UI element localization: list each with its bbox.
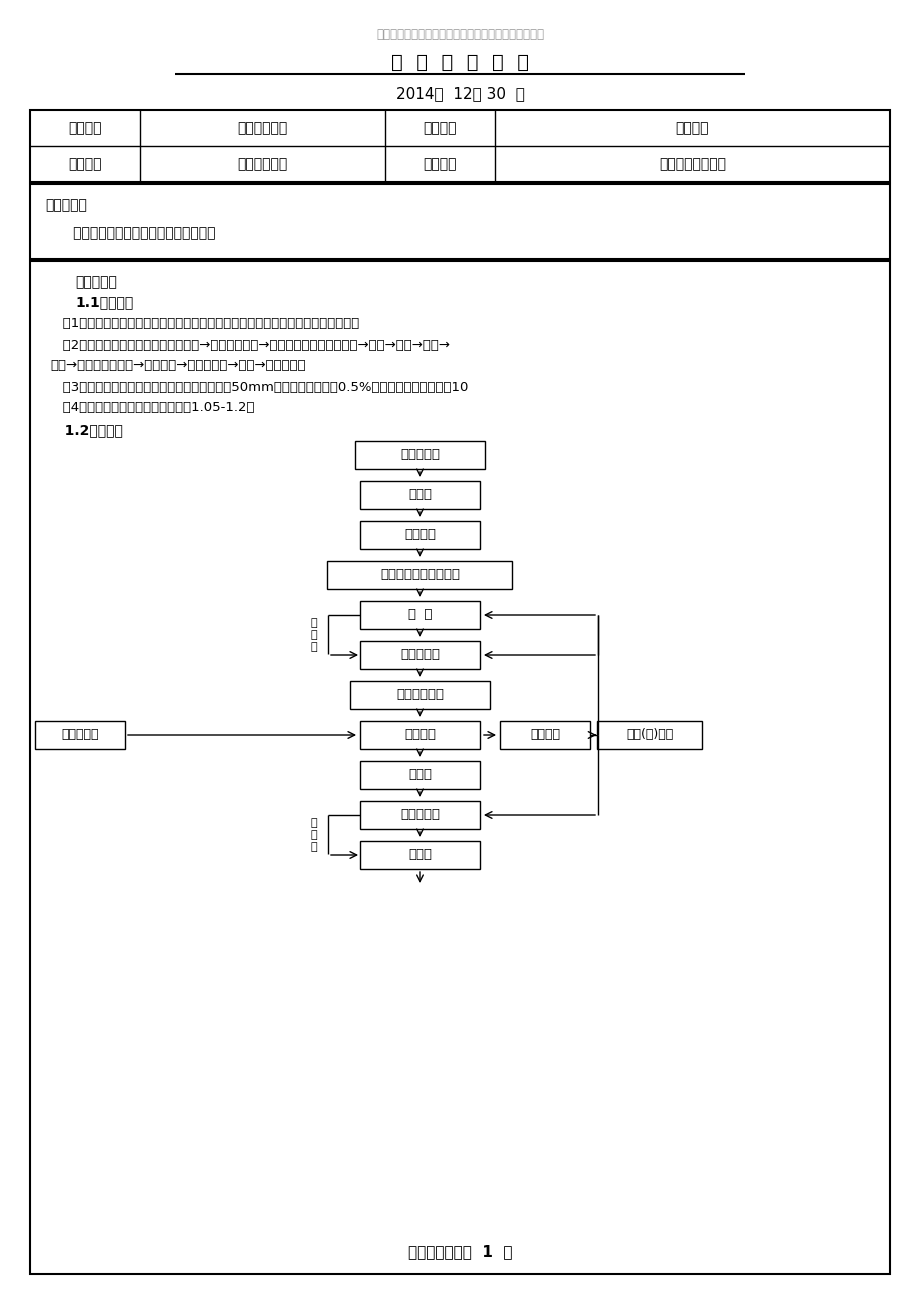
- Bar: [35, 721, 125, 749]
- Text: 1.1施工要求: 1.1施工要求: [75, 296, 133, 309]
- Bar: [359, 480, 480, 509]
- Text: 华仁建设: 华仁建设: [675, 121, 709, 135]
- Bar: [596, 721, 702, 749]
- Text: 下钢筋笼: 下钢筋笼: [403, 729, 436, 742]
- Bar: [359, 521, 480, 549]
- Text: 测沉渣: 测沉渣: [407, 849, 432, 862]
- Text: 成  孔: 成 孔: [407, 608, 432, 621]
- Text: 钢筋混凝土灌注桩施工工艺及施工方法: 钢筋混凝土灌注桩施工工艺及施工方法: [60, 227, 215, 240]
- Text: （2）钻孔灌注桩工艺流程：埋设护筒→注入护壁泥浆→桩机就位（钢筋笼制作）→钻孔→排渣→清孔→: （2）钻孔灌注桩工艺流程：埋设护筒→注入护壁泥浆→桩机就位（钢筋笼制作）→钻孔→…: [50, 339, 449, 352]
- Bar: [30, 109, 889, 182]
- Bar: [359, 641, 480, 669]
- Text: 基础桩基工程: 基础桩基工程: [237, 158, 288, 171]
- Text: 钢筋笼制作: 钢筋笼制作: [62, 729, 98, 742]
- Bar: [359, 801, 480, 829]
- Text: （1）灌注桩施工前，根据设计要求进一步确定施工设备、施工工艺以及技术要求。: （1）灌注桩施工前，根据设计要求进一步确定施工设备、施工工艺以及技术要求。: [50, 316, 358, 329]
- Text: 【精品文档】第  1  页: 【精品文档】第 1 页: [407, 1245, 512, 1259]
- Text: 2014年  12月 30  日: 2014年 12月 30 日: [395, 86, 524, 102]
- Bar: [359, 602, 480, 629]
- Text: 1.2工艺流程: 1.2工艺流程: [50, 423, 123, 437]
- Text: 不
合
格: 不 合 格: [311, 819, 317, 852]
- Bar: [359, 760, 480, 789]
- Text: 筋笼→下放混凝土导管→二次清孔→浇筑混凝土→成桩→机器移位。: 筋笼→下放混凝土导管→二次清孔→浇筑混凝土→成桩→机器移位。: [50, 359, 305, 372]
- Bar: [355, 441, 484, 469]
- Text: 挖导槽: 挖导槽: [407, 488, 432, 501]
- Text: 施工单位: 施工单位: [423, 121, 456, 135]
- Bar: [349, 681, 490, 710]
- Text: （4）钻孔灌注桩施工时，充盈系数1.05-1.2。: （4）钻孔灌注桩施工时，充盈系数1.05-1.2。: [50, 401, 255, 414]
- Text: 技  术  交  底  记  录: 技 术 交 底 记 录: [391, 52, 528, 72]
- Text: 泥浆循环: 泥浆循环: [529, 729, 560, 742]
- Text: 钻机定位，调整垂直度: 钻机定位，调整垂直度: [380, 569, 460, 582]
- Bar: [30, 184, 889, 259]
- Text: 埋设护筒: 埋设护筒: [403, 529, 436, 542]
- Bar: [499, 721, 589, 749]
- Text: 百特扩建项目: 百特扩建项目: [237, 121, 288, 135]
- Text: （3）钻孔灌注桩施工时应保证桩径偏差不大于50mm，垂直度偏差小于0.5%，桩位允许偏差不大于10: （3）钻孔灌注桩施工时应保证桩径偏差不大于50mm，垂直度偏差小于0.5%，桩位…: [50, 381, 468, 395]
- Text: 不
合
格: 不 合 格: [311, 618, 317, 651]
- Text: 工程名称: 工程名称: [68, 121, 102, 135]
- Text: 交底部位: 交底部位: [68, 158, 102, 171]
- Text: 下导管: 下导管: [407, 768, 432, 781]
- Text: 交底提要：: 交底提要：: [45, 198, 86, 212]
- Text: 第二次清孔: 第二次清孔: [400, 809, 439, 822]
- Bar: [359, 841, 480, 868]
- Bar: [30, 260, 889, 1273]
- Text: 第一次清孔: 第一次清孔: [400, 648, 439, 661]
- Text: 放线定桩位: 放线定桩位: [400, 448, 439, 461]
- Text: 精品文档，仅供学习与交流，如有侵权请联系网站删除: 精品文档，仅供学习与交流，如有侵权请联系网站删除: [376, 27, 543, 40]
- Text: 废浆(土)外运: 废浆(土)外运: [626, 729, 673, 742]
- Text: 测孔深、沉淀: 测孔深、沉淀: [395, 689, 444, 702]
- Text: 交底内容：: 交底内容：: [75, 275, 117, 289]
- Text: 钢筋混凝土灌注桩: 钢筋混凝土灌注桩: [658, 158, 725, 171]
- Text: 工序名称: 工序名称: [423, 158, 456, 171]
- Bar: [359, 721, 480, 749]
- Bar: [327, 561, 512, 589]
